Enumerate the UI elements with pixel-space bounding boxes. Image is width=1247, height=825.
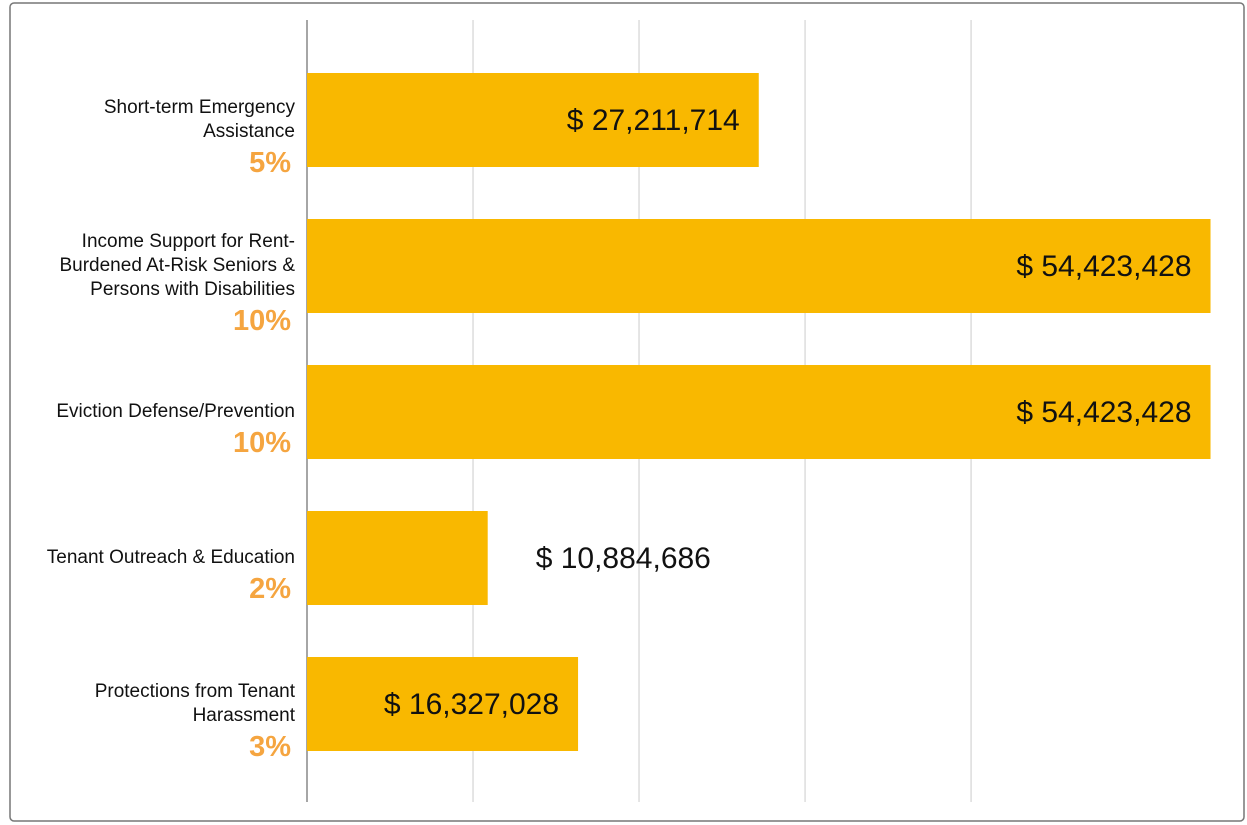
category-label: Eviction Defense/Prevention	[56, 401, 295, 422]
frame	[9, 2, 1245, 822]
share-label: 2%	[249, 573, 291, 605]
share-label: 10%	[232, 305, 291, 337]
category-label-group: Protections from Tenant Harassment 3%	[45, 642, 295, 802]
category-label: Tenant Outreach & Education	[46, 547, 295, 568]
value-label: $ 16,327,028	[384, 688, 559, 721]
category-label-group: Short-term Emergency Assistance 5%	[45, 58, 295, 218]
bar	[307, 365, 1211, 459]
share-label: 10%	[232, 427, 291, 459]
category-label-group: Income Support for Rent-Burdened At-Risk…	[45, 204, 295, 364]
category-label-group: Tenant Outreach & Education 2%	[45, 496, 295, 656]
share-label: 5%	[249, 147, 291, 179]
bar	[307, 657, 579, 751]
value-label: $ 10,884,686	[536, 542, 711, 575]
category-label: Income Support for Rent-Burdened At-Risk…	[59, 231, 295, 300]
value-label: $ 54,423,428	[1016, 250, 1191, 283]
share-label: 3%	[249, 731, 291, 763]
bar	[307, 511, 488, 605]
category-label-group: Eviction Defense/Prevention 10%	[45, 350, 295, 510]
value-label: $ 54,423,428	[1016, 396, 1191, 429]
category-label: Protections from Tenant Harassment	[94, 681, 295, 726]
bar	[307, 73, 759, 167]
category-label: Short-term Emergency Assistance	[103, 97, 295, 142]
value-label: $ 27,211,714	[567, 104, 740, 137]
bar	[307, 219, 1211, 313]
